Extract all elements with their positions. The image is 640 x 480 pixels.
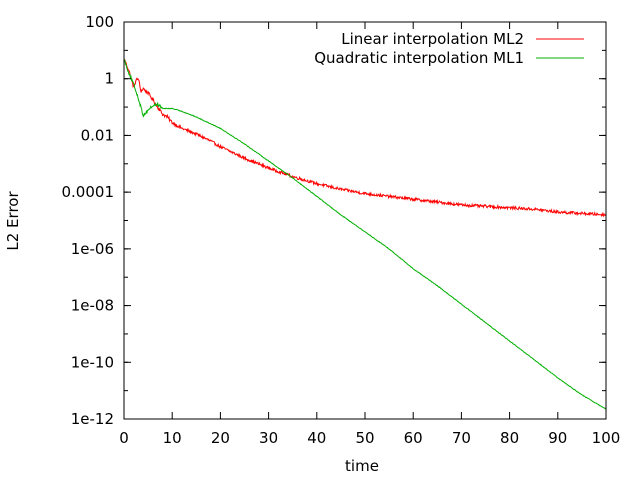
- x-tick-label: 0: [119, 429, 129, 447]
- x-axis-label: time: [345, 457, 379, 475]
- x-tick-label: 70: [452, 429, 471, 447]
- y-tick-label: 0.0001: [62, 183, 115, 201]
- y-tick-label: 1e-10: [71, 353, 114, 371]
- x-tick-label: 50: [355, 429, 374, 447]
- x-tick-label: 90: [548, 429, 567, 447]
- y-tick-label: 1e-12: [71, 410, 114, 428]
- y-tick-label: 1: [104, 70, 114, 88]
- y-axis-label: L2 Error: [4, 191, 22, 251]
- legend-label-2: Quadratic interpolation ML1: [314, 49, 524, 67]
- legend-label-1: Linear interpolation ML2: [341, 30, 524, 48]
- x-tick-label: 10: [163, 429, 182, 447]
- y-tick-label: 0.01: [81, 126, 114, 144]
- x-tick-label: 20: [211, 429, 230, 447]
- series-line-1: [123, 58, 607, 218]
- series-line-2: [123, 59, 607, 410]
- x-tick-label: 100: [592, 429, 621, 447]
- y-tick-label: 1e-06: [71, 240, 114, 258]
- y-tick-label: 100: [85, 13, 114, 31]
- x-tick-label: 30: [259, 429, 278, 447]
- y-tick-label: 1e-08: [71, 297, 114, 315]
- x-tick-label: 80: [500, 429, 519, 447]
- x-tick-label: 40: [307, 429, 326, 447]
- x-tick-label: 60: [404, 429, 423, 447]
